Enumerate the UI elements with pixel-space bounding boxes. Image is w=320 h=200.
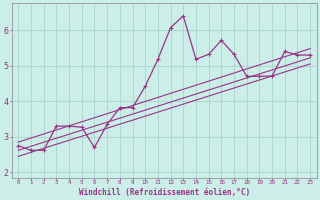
X-axis label: Windchill (Refroidissement éolien,°C): Windchill (Refroidissement éolien,°C): [79, 188, 250, 197]
